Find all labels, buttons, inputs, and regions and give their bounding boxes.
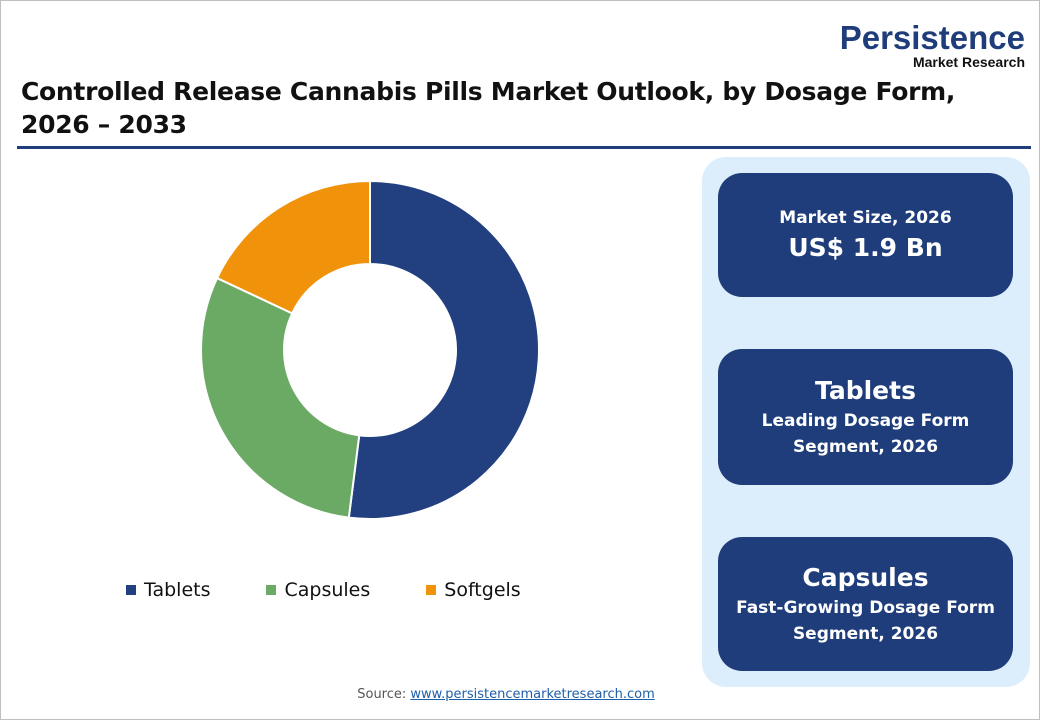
legend-label: Softgels xyxy=(444,579,521,601)
card-label: Segment, 2026 xyxy=(792,624,939,644)
logo-main: Persistence xyxy=(839,19,1025,56)
legend-swatch xyxy=(426,585,437,595)
donut-chart xyxy=(200,179,540,520)
card-label: Segment, 2026 xyxy=(792,437,939,457)
source-label: Source: xyxy=(357,687,407,702)
leading-segment-card: Tablets Leading Dosage Form Segment, 202… xyxy=(718,349,1013,485)
chart-title: Controlled Release Cannabis Pills Market… xyxy=(21,75,955,141)
legend-item-capsules: Capsules xyxy=(266,579,370,601)
card-label: Market Size, 2026 xyxy=(779,208,952,228)
donut-slice-capsules xyxy=(200,276,361,519)
legend-swatch xyxy=(266,585,277,595)
title-line-1: Controlled Release Cannabis Pills Market… xyxy=(21,77,956,106)
legend-item-tablets: Tablets xyxy=(126,579,210,601)
card-value: Tablets xyxy=(815,376,916,405)
card-value: Capsules xyxy=(802,563,929,592)
source-link[interactable]: www.persistencemarketresearch.com xyxy=(410,687,655,702)
market-size-card: Market Size, 2026 US$ 1.9 Bn xyxy=(718,173,1013,297)
card-label: Fast-Growing Dosage Form xyxy=(736,598,995,618)
card-value: US$ 1.9 Bn xyxy=(788,233,943,262)
card-label: Leading Dosage Form xyxy=(761,411,970,431)
legend-item-softgels: Softgels xyxy=(426,579,521,601)
donut-slice-softgels xyxy=(215,179,371,315)
title-line-2: 2026 – 2033 xyxy=(21,110,187,139)
source: Source: www.persistencemarketresearch.co… xyxy=(1,687,1011,702)
legend-swatch xyxy=(126,585,136,595)
summary-panel: Market Size, 2026 US$ 1.9 Bn Tablets Lea… xyxy=(702,157,1030,687)
legend-label: Capsules xyxy=(284,579,371,601)
logo-sub: Market Research xyxy=(912,54,1025,70)
legend: Tablets Capsules Softgels xyxy=(126,579,577,601)
donut-slice-tablets xyxy=(347,179,540,520)
legend-label: Tablets xyxy=(144,579,211,601)
logo: Persistence Market Research xyxy=(839,19,1025,70)
title-divider xyxy=(17,146,1031,149)
fast-growing-card: Capsules Fast-Growing Dosage Form Segmen… xyxy=(718,537,1013,671)
